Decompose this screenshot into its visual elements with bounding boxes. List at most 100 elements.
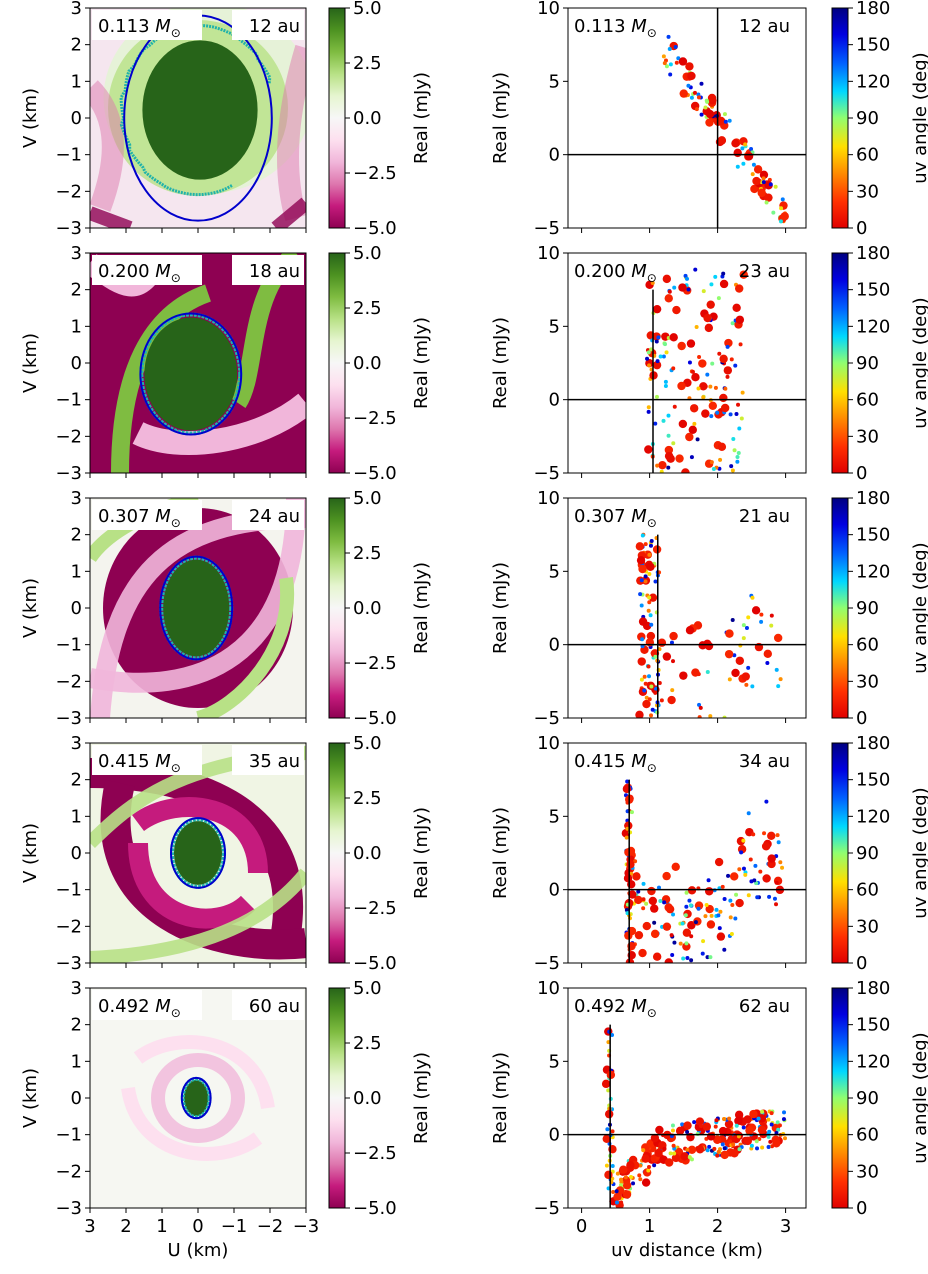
data-point (653, 686, 658, 691)
data-point (727, 118, 732, 123)
data-point (716, 913, 721, 918)
colorbar-tick-label: 2.5 (353, 1033, 382, 1054)
data-point (717, 442, 727, 452)
data-point (705, 904, 714, 914)
data-point (691, 373, 700, 382)
data-point (725, 374, 730, 379)
data-point (734, 1110, 744, 1120)
data-point (667, 47, 672, 52)
data-point (778, 677, 783, 682)
data-point (686, 339, 696, 348)
data-point (647, 1165, 652, 1170)
data-point (699, 81, 704, 86)
data-point (711, 466, 716, 471)
radius-label: 21 au (739, 506, 790, 527)
data-point (687, 360, 692, 365)
data-point (716, 932, 726, 941)
data-point (722, 715, 727, 718)
data-point (715, 410, 720, 415)
axes-frame (567, 987, 807, 1209)
data-point (728, 898, 733, 903)
data-point (652, 952, 662, 961)
x-axis-label: uv distance (km) (611, 1240, 763, 1261)
data-point (706, 300, 715, 309)
axes-frame (567, 252, 807, 474)
data-point (641, 897, 646, 902)
data-point (646, 405, 651, 410)
y-tick-label: 5 (549, 71, 560, 92)
data-point (678, 57, 688, 66)
heatmap-arm (132, 797, 268, 874)
data-point (642, 921, 652, 931)
y-tick-label: 5 (549, 1051, 560, 1072)
data-point (674, 60, 679, 65)
data-point (601, 1079, 611, 1089)
data-point (697, 355, 702, 360)
data-point (750, 595, 755, 600)
y-tick-label: −3 (55, 1198, 82, 1219)
colorbar-tick-label: 60 (856, 635, 879, 656)
radius-label: 34 au (739, 751, 790, 772)
data-point (690, 369, 695, 374)
data-point (628, 890, 637, 899)
data-point (724, 1119, 734, 1129)
label-box (92, 255, 202, 285)
mass-unit: M (155, 16, 171, 37)
data-point (761, 176, 766, 181)
y-tick-label: −1 (55, 880, 82, 901)
data-point (647, 552, 652, 557)
data-point (659, 698, 664, 703)
data-point (648, 613, 653, 618)
data-point (672, 940, 677, 945)
fit-ellipse (170, 817, 226, 889)
data-point (725, 344, 730, 349)
mass-unit: M (155, 751, 171, 772)
data-point (780, 212, 789, 221)
data-point (604, 1163, 609, 1168)
y-tick-label: 5 (549, 316, 560, 337)
y-tick-label: 0 (549, 390, 560, 411)
colorbar-tick-label: −2.5 (353, 898, 397, 919)
mass-label: 0.415 M⊙ (98, 751, 181, 775)
data-point (745, 1126, 754, 1135)
data-point (744, 625, 749, 630)
colorbar-tick-label: −5.0 (353, 953, 397, 974)
data-point (734, 1116, 743, 1126)
data-point (641, 881, 646, 886)
data-point (760, 1109, 765, 1114)
y-tick-label: −2 (55, 916, 82, 937)
heatmap-core (174, 821, 222, 885)
data-point (761, 842, 771, 851)
data-point (634, 895, 643, 905)
data-point (741, 672, 750, 681)
colorbar (329, 253, 345, 473)
data-point (756, 1116, 761, 1121)
data-point (767, 894, 772, 899)
data-point (700, 951, 705, 956)
data-point (741, 866, 746, 871)
data-point (722, 947, 727, 952)
data-point (661, 418, 666, 423)
mass-value: 0.415 (98, 751, 155, 772)
radius-label: 12 au (249, 16, 300, 37)
data-point (705, 670, 710, 675)
data-point (655, 463, 660, 468)
mass-value: 0.307 (574, 506, 631, 527)
data-point (614, 1200, 619, 1205)
colorbar-label: Real (mJy) (411, 317, 432, 409)
data-point (689, 958, 694, 963)
data-point (775, 833, 780, 838)
data-point (662, 274, 672, 284)
data-point (718, 909, 723, 914)
data-point (706, 878, 711, 883)
data-point (653, 654, 658, 659)
y-tick-label: 1 (71, 1051, 82, 1072)
x-tick-label: −3 (293, 1216, 320, 1237)
x-tick-label: 2 (120, 1216, 131, 1237)
data-point (752, 176, 761, 186)
data-point (741, 838, 746, 843)
data-point (733, 363, 738, 368)
data-point (684, 890, 689, 895)
data-point (668, 62, 673, 67)
fit-ellipse (159, 555, 234, 661)
